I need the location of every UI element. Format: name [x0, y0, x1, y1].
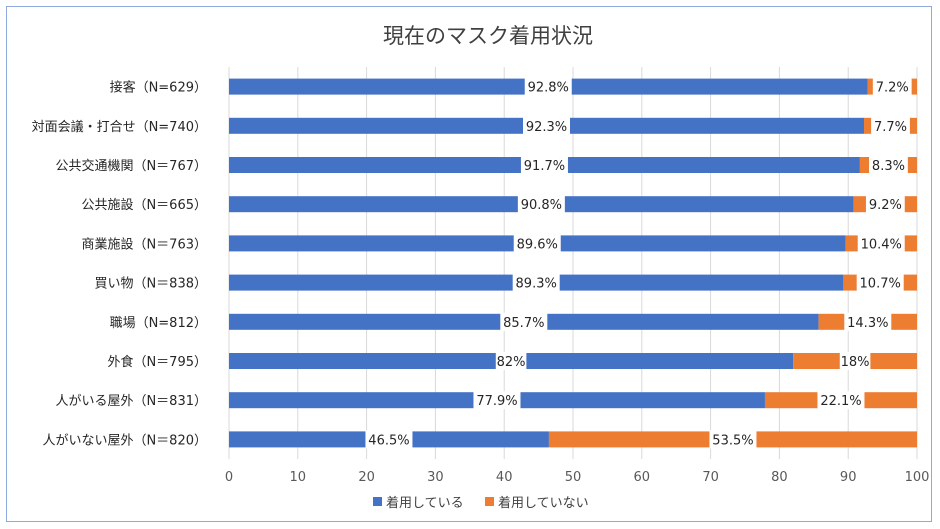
data-label-bg	[365, 430, 413, 449]
data-label-bg	[869, 156, 908, 174]
x-tick-label: 10	[290, 470, 307, 485]
data-label-bg	[500, 312, 548, 331]
data-label: 7.7%	[874, 120, 907, 135]
data-label-bg	[709, 430, 757, 449]
data-label-bg	[817, 391, 865, 410]
legend: 着用している 着用していない	[373, 495, 589, 511]
data-label: 82%	[497, 355, 526, 370]
data-label: 89.6%	[517, 237, 558, 252]
data-label: 77.9%	[476, 394, 517, 409]
data-label: 22.1%	[820, 394, 861, 409]
x-tick-label: 60	[634, 470, 651, 485]
category-label: 公共交通機関（N＝767）	[55, 158, 207, 174]
category-label: 外食（N＝795）	[107, 354, 207, 370]
category-label: 人がいる屋外（N＝831）	[55, 394, 207, 409]
data-label: 8.3%	[872, 159, 905, 174]
x-tick-label: 30	[427, 470, 444, 485]
data-label: 46.5%	[368, 433, 409, 448]
x-tick-label: 0	[225, 470, 233, 485]
category-label: 公共施設（N＝665）	[81, 197, 207, 213]
legend-swatch	[485, 497, 494, 506]
legend-label: 着用している	[386, 495, 464, 511]
x-tick-label: 90	[840, 470, 857, 485]
data-label: 90.8%	[521, 198, 562, 213]
data-label: 10.7%	[860, 277, 901, 292]
data-label-bg	[865, 195, 905, 214]
legend-label: 着用していない	[498, 495, 589, 511]
x-tick-label: 70	[702, 470, 719, 485]
chart-frame: 現在のマスク着用状況 接客（N=629） 対面会議・打合せ（N=740） 公共交通機…	[6, 6, 932, 522]
data-label: 53.5%	[712, 433, 753, 448]
data-label-bg	[872, 77, 912, 96]
data-label-bg	[844, 312, 892, 331]
legend-swatch	[373, 497, 382, 506]
data-label-bg	[856, 273, 904, 292]
x-tick-labels: 0 10 20 30 40 50 60 70 80 90 100	[225, 470, 930, 485]
data-label: 18%	[841, 355, 870, 370]
data-label-bg	[839, 352, 871, 370]
category-label: 人がいない屋外（N＝820）	[42, 433, 207, 448]
data-label-bg	[524, 77, 572, 96]
data-label-bg	[520, 156, 568, 174]
data-label-bg	[857, 234, 905, 253]
x-tick-label: 100	[905, 470, 930, 485]
category-label: 職場（N=812）	[110, 316, 207, 331]
data-label-bg	[871, 116, 910, 135]
data-label: 85.7%	[503, 316, 544, 331]
data-label: 10.4%	[861, 237, 902, 252]
data-label: 7.2%	[876, 81, 909, 96]
data-label-bg	[523, 116, 571, 135]
category-labels: 接客（N=629） 対面会議・打合せ（N=740） 公共交通機関（N＝767） 公共施…	[32, 80, 207, 449]
category-label: 買い物（N＝838）	[94, 277, 207, 292]
data-label: 89.3%	[516, 277, 557, 292]
data-label-bg	[473, 391, 521, 410]
data-label-bg	[513, 234, 561, 253]
x-tick-label: 50	[565, 470, 582, 485]
stacked-bar-chart: 現在のマスク着用状況 接客（N=629） 対面会議・打合せ（N=740） 公共交通機…	[32, 24, 930, 511]
category-label: 接客（N=629）	[110, 80, 207, 96]
category-label: 商業施設（N＝763）	[81, 236, 207, 252]
data-label-bg	[495, 352, 527, 370]
data-label-bg	[512, 273, 560, 292]
x-tick-label: 80	[771, 470, 788, 485]
data-label: 9.2%	[869, 198, 902, 213]
category-label: 対面会議・打合せ（N=740）	[32, 120, 207, 135]
chart-title: 現在のマスク着用状況	[383, 24, 593, 48]
x-tick-label: 40	[496, 470, 513, 485]
data-label: 92.8%	[528, 81, 569, 96]
data-label: 14.3%	[847, 316, 888, 331]
x-tick-label: 20	[358, 470, 375, 485]
data-label: 92.3%	[526, 120, 567, 135]
data-labels: 92.8% 7.2% 92.3% 7.7% 91.7% 8.3% 90.8% 9.2% 89.6…	[365, 77, 912, 449]
data-label: 91.7%	[524, 159, 565, 174]
data-label-bg	[517, 195, 565, 214]
